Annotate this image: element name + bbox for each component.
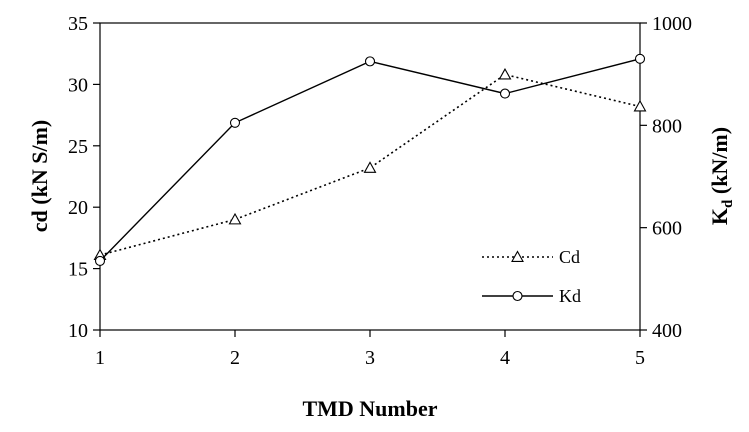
left-tick-label: 20 <box>68 197 88 219</box>
right-tick-label: 600 <box>652 218 682 240</box>
right-tick-label: 800 <box>652 115 682 137</box>
right-tick-label: 1000 <box>652 13 692 35</box>
y-axis-right-title: Kd (kN/m) <box>707 127 736 225</box>
x-axis-title: TMD Number <box>302 396 437 421</box>
x-axis-ticks: 1 2 3 4 5 <box>95 330 645 369</box>
y-axis-right-title-main: K <box>707 208 732 225</box>
data-point-cd <box>228 212 242 225</box>
y-axis-right-title-subscript: d <box>720 199 736 208</box>
left-tick-label: 25 <box>68 136 88 158</box>
left-tick-label: 30 <box>68 74 88 96</box>
series-line-kd <box>99 58 641 262</box>
data-point-kd <box>94 255 106 266</box>
x-tick-label: 3 <box>365 347 375 369</box>
x-tick-label: 5 <box>635 347 645 369</box>
legend-marker-cd <box>511 250 524 262</box>
right-axis-ticks: 400 600 800 1000 <box>640 13 692 342</box>
series-layer <box>93 53 647 266</box>
left-tick-label: 35 <box>68 13 88 35</box>
x-tick-label: 1 <box>95 347 105 369</box>
data-point-kd <box>634 53 646 64</box>
data-point-cd <box>363 161 377 173</box>
legend-label-kd: Kd <box>559 286 581 306</box>
data-point-kd <box>364 56 376 67</box>
right-tick-label: 400 <box>652 320 682 342</box>
plot-area-frame <box>99 22 641 331</box>
legend-label-cd: Cd <box>559 247 580 267</box>
y-axis-left-title: cd (kN S/m) <box>27 120 52 232</box>
x-tick-label: 4 <box>500 347 510 369</box>
y-axis-right-title-unit: (kN/m) <box>707 127 732 200</box>
legend: Cd Kd <box>482 247 581 306</box>
x-tick-label: 2 <box>230 347 240 369</box>
left-tick-label: 15 <box>68 259 88 281</box>
left-axis-ticks: 10 15 20 25 30 35 <box>68 13 100 342</box>
data-point-kd <box>499 88 511 99</box>
data-point-kd <box>229 117 241 128</box>
data-point-cd <box>633 99 647 112</box>
legend-marker-kd <box>512 290 523 302</box>
data-point-cd <box>498 67 512 80</box>
left-tick-label: 10 <box>68 320 88 342</box>
